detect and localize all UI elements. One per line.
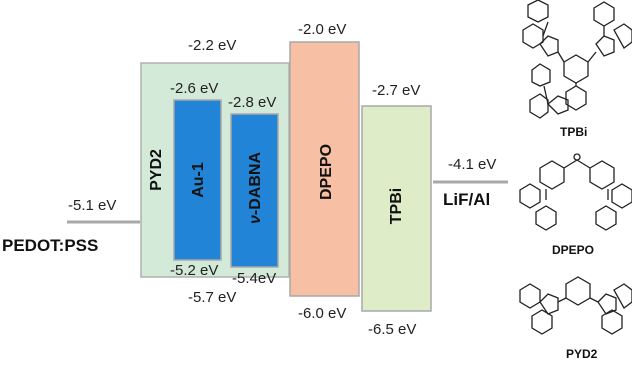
tpbi-box bbox=[361, 105, 432, 312]
au1-box bbox=[173, 99, 222, 261]
dpepo-structure-label: DPEPO bbox=[552, 243, 594, 257]
dpepo-box bbox=[289, 41, 360, 297]
pedot-homo-label: -5.1 eV bbox=[68, 197, 116, 214]
dpepo-lumo-label: -2.0 eV bbox=[298, 21, 346, 38]
pyd2-name-label: PYD2 bbox=[148, 149, 165, 191]
pyd2-lumo-label: -2.2 eV bbox=[188, 37, 236, 54]
pyd2-structure-drawing bbox=[519, 276, 632, 335]
pyd2-homo-label: -5.7 eV bbox=[188, 289, 236, 306]
tpbi-structure-label: TPBi bbox=[560, 125, 587, 139]
au1-lumo-label: -2.6 eV bbox=[170, 80, 218, 97]
pyd2-structure-label: PYD2 bbox=[566, 347, 598, 361]
vdabna-name-label: ν-DABNA bbox=[247, 152, 264, 224]
vdabna-lumo-label: -2.8 eV bbox=[228, 94, 276, 111]
au1-name-label: Au-1 bbox=[190, 162, 207, 198]
lif-level-label: -4.1 eV bbox=[448, 156, 496, 173]
tpbi-structure-drawing bbox=[522, 0, 632, 119]
vdabna-homo-label: -5.4eV bbox=[232, 270, 276, 287]
tpbi-homo-label: -6.5 eV bbox=[368, 321, 416, 338]
au1-homo-label: -5.2 eV bbox=[170, 262, 218, 279]
vdabna-box bbox=[230, 113, 279, 268]
dpepo-name-label: DPEPO bbox=[318, 144, 335, 200]
lif-name-label: LiF/Al bbox=[443, 190, 490, 209]
vdabna-suffix: -DABNA bbox=[247, 152, 264, 216]
tpbi-lumo-label: -2.7 eV bbox=[372, 82, 420, 99]
pedot-name-label: PEDOT:PSS bbox=[2, 236, 98, 255]
vdabna-prefix: ν bbox=[247, 215, 264, 224]
dpepo-structure-drawing bbox=[519, 153, 632, 231]
dpepo-homo-label: -6.0 eV bbox=[298, 305, 346, 322]
tpbi-name-label: TPBi bbox=[388, 188, 405, 224]
